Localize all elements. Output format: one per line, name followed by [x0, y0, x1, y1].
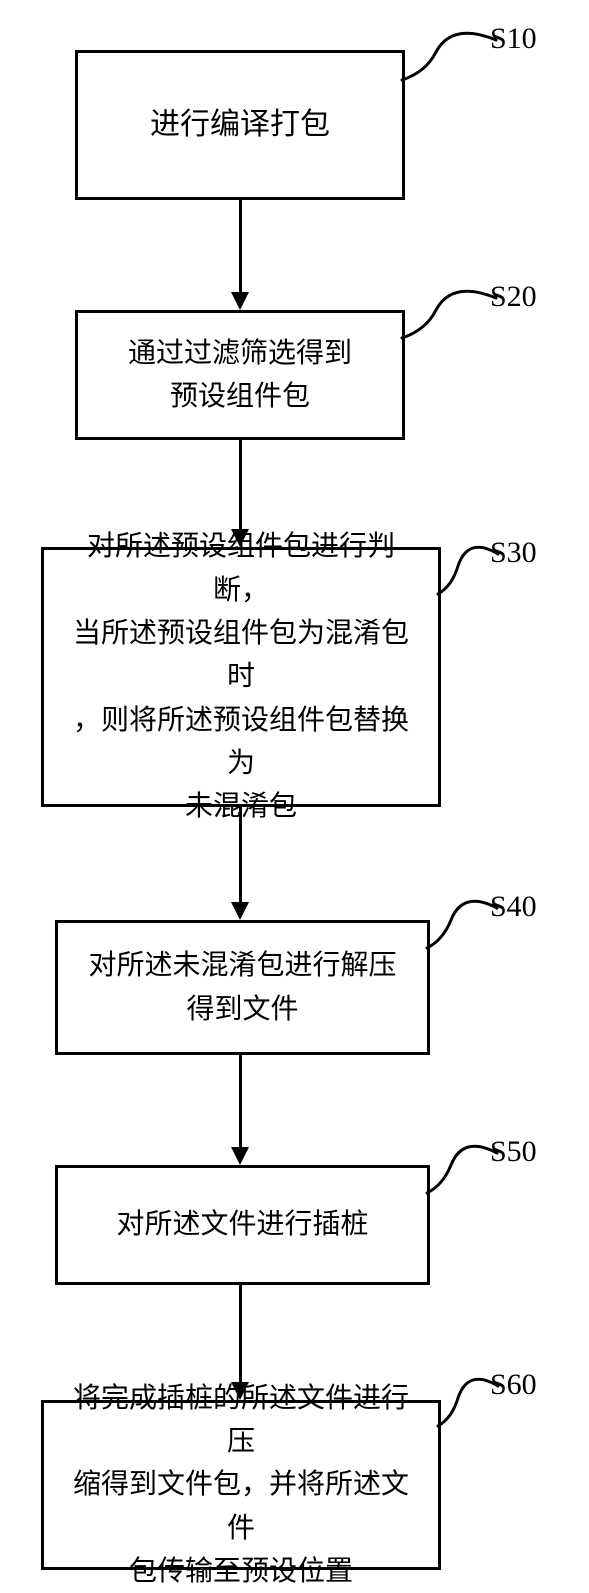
arrow-head-s10-s20: [231, 292, 249, 310]
flow-node-s60: 将完成插桩的所述文件进行压 缩得到文件包，并将所述文件 包传输至预设位置: [41, 1400, 441, 1570]
arrow-line-s30-s40: [239, 807, 242, 904]
arrow-head-s30-s40: [231, 902, 249, 920]
arrow-line-s20-s30: [239, 440, 242, 531]
flow-node-text-s40: 对所述未混淆包进行解压 得到文件: [88, 944, 396, 1031]
flow-node-s40: 对所述未混淆包进行解压 得到文件: [55, 920, 430, 1055]
step-label-s40: S40: [490, 890, 537, 924]
callout-s10: [400, 28, 500, 83]
flow-node-text-s60: 将完成插桩的所述文件进行压 缩得到文件包，并将所述文件 包传输至预设位置: [62, 1377, 420, 1593]
flow-node-text-s50: 对所述文件进行插桩: [116, 1203, 368, 1246]
flowchart-canvas: 进行编译打包通过过滤筛选得到 预设组件包对所述预设组件包进行判断， 当所述预设组…: [0, 0, 589, 1587]
step-label-s60: S60: [490, 1368, 537, 1402]
arrow-head-s40-s50: [231, 1147, 249, 1165]
flow-node-text-s20: 通过过滤筛选得到 预设组件包: [128, 332, 352, 419]
flow-node-text-s10: 进行编译打包: [150, 102, 330, 149]
arrow-head-s50-s60: [231, 1382, 249, 1400]
flow-node-s10: 进行编译打包: [75, 50, 405, 200]
flow-node-s30: 对所述预设组件包进行判断， 当所述预设组件包为混淆包时 ，则将所述预设组件包替换…: [41, 547, 441, 807]
flow-node-text-s30: 对所述预设组件包进行判断， 当所述预设组件包为混淆包时 ，则将所述预设组件包替换…: [62, 525, 420, 829]
arrow-line-s50-s60: [239, 1285, 242, 1384]
step-label-s10: S10: [490, 22, 537, 56]
step-label-s20: S20: [490, 280, 537, 314]
step-label-s30: S30: [490, 536, 537, 570]
arrow-line-s40-s50: [239, 1055, 242, 1149]
arrow-line-s10-s20: [239, 200, 242, 294]
flow-node-s20: 通过过滤筛选得到 预设组件包: [75, 310, 405, 440]
flow-node-s50: 对所述文件进行插桩: [55, 1165, 430, 1285]
arrow-head-s20-s30: [231, 529, 249, 547]
step-label-s50: S50: [490, 1135, 537, 1169]
callout-s20: [400, 286, 500, 341]
